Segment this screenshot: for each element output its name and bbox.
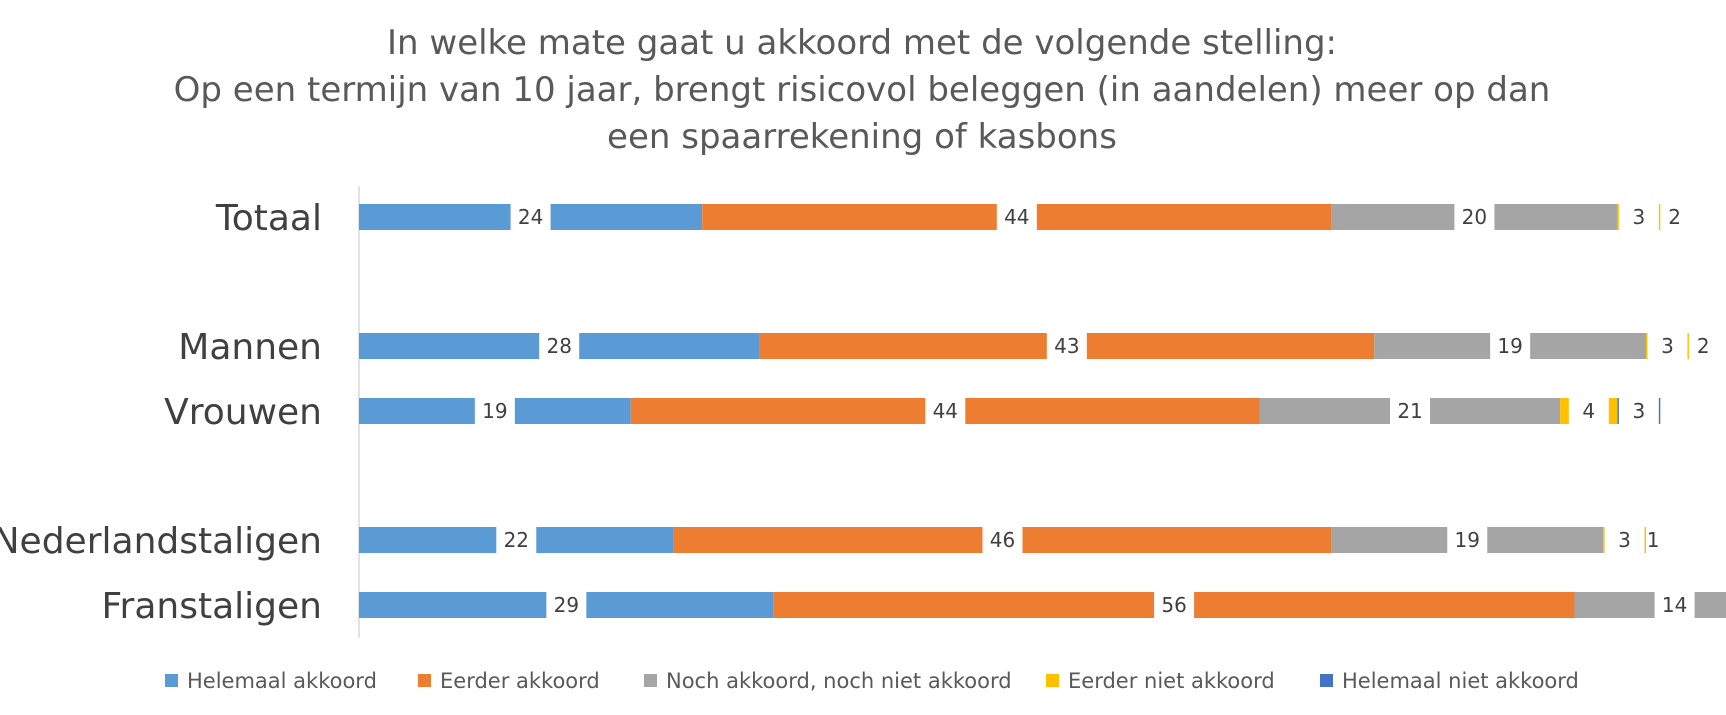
legend-swatch-4 bbox=[1046, 674, 1059, 687]
data-label-nederlandstaligen-series-3: 19 bbox=[1455, 528, 1480, 552]
bar-totaal-series-2 bbox=[702, 204, 997, 230]
bar-mannen-series-3 bbox=[1374, 333, 1491, 359]
bar-totaal-series-4-end bbox=[1658, 204, 1661, 230]
bar-totaal-series-1 bbox=[359, 204, 511, 230]
bar-mannen-series-1 bbox=[359, 333, 540, 359]
bar-totaal-series-1-end bbox=[550, 204, 703, 230]
bar-nederlandstaligen-series-2-end bbox=[1022, 527, 1332, 553]
legend-swatch-5 bbox=[1320, 674, 1333, 687]
bar-vrouwen-series-1 bbox=[359, 398, 475, 424]
data-label-mannen-series-5: 2 bbox=[1697, 334, 1710, 358]
data-label-vrouwen-series-2: 44 bbox=[933, 399, 958, 423]
bar-nederlandstaligen-series-4-end bbox=[1644, 527, 1646, 553]
data-label-vrouwen-series-5: 3 bbox=[1632, 399, 1645, 423]
bar-vrouwen-series-4-end bbox=[1608, 398, 1618, 424]
data-label-vrouwen-series-1: 19 bbox=[482, 399, 507, 423]
data-label-mannen-series-1: 28 bbox=[546, 334, 571, 358]
legend: Helemaal akkoord Eerder akkoord Noch akkoo… bbox=[165, 669, 1579, 693]
legend-swatch-3 bbox=[644, 674, 657, 687]
bar-totaal-series-4 bbox=[1617, 204, 1619, 230]
legend-label-2: Eerder akkoord bbox=[440, 669, 600, 693]
category-label-franstaligen: Franstaligen bbox=[101, 586, 322, 627]
data-label-totaal-series-1: 24 bbox=[518, 205, 543, 229]
data-label-mannen-series-3: 19 bbox=[1497, 334, 1522, 358]
data-label-franstaligen-series-3: 14 bbox=[1662, 593, 1687, 617]
bar-franstaligen-series-3 bbox=[1574, 592, 1655, 618]
bar-vrouwen-series-2-end bbox=[965, 398, 1260, 424]
bar-nederlandstaligen-series-2 bbox=[673, 527, 983, 553]
bar-franstaligen-series-2-end bbox=[1194, 592, 1575, 618]
data-label-nederlandstaligen-series-4: 3 bbox=[1618, 528, 1631, 552]
category-label-mannen: Mannen bbox=[178, 327, 322, 368]
data-label-totaal-series-4: 3 bbox=[1632, 205, 1645, 229]
data-label-nederlandstaligen-series-2: 46 bbox=[990, 528, 1015, 552]
legend-label-5: Helemaal niet akkoord bbox=[1342, 669, 1579, 693]
chart-title-line-3: een spaarrekening of kasbons bbox=[607, 117, 1117, 157]
bars bbox=[359, 204, 1726, 618]
legend-label-4: Eerder niet akkoord bbox=[1068, 669, 1275, 693]
bar-mannen-series-4-end bbox=[1687, 333, 1689, 359]
bar-totaal-series-2-end bbox=[1036, 204, 1332, 230]
data-label-vrouwen-series-3: 21 bbox=[1397, 399, 1422, 423]
category-label-nederlandstaligen: Nederlandstaligen bbox=[0, 521, 322, 562]
bar-franstaligen-series-3-end bbox=[1694, 592, 1726, 618]
legend-label-3: Noch akkoord, noch niet akkoord bbox=[666, 669, 1012, 693]
data-label-vrouwen-series-4: 4 bbox=[1582, 399, 1595, 423]
bar-vrouwen-series-5 bbox=[1617, 398, 1619, 424]
bar-mannen-series-2 bbox=[759, 333, 1047, 359]
bar-mannen-series-2-end bbox=[1086, 333, 1375, 359]
bar-vrouwen-series-4 bbox=[1560, 398, 1569, 424]
bar-vrouwen-series-1-end bbox=[514, 398, 631, 424]
legend-swatch-1 bbox=[165, 674, 178, 687]
bar-totaal-series-3 bbox=[1331, 204, 1455, 230]
legend-swatch-2 bbox=[418, 674, 431, 687]
bar-franstaligen-series-2 bbox=[773, 592, 1155, 618]
bar-nederlandstaligen-series-1-end bbox=[536, 527, 674, 553]
bar-franstaligen-series-1-end bbox=[586, 592, 774, 618]
data-label-totaal-series-3: 20 bbox=[1462, 205, 1487, 229]
bar-nederlandstaligen-series-3-end bbox=[1487, 527, 1604, 553]
chart-title-line-2: Op een termijn van 10 jaar, brengt risic… bbox=[174, 70, 1551, 110]
bar-vrouwen-series-2 bbox=[630, 398, 926, 424]
data-labels: 2444203228431932194421432246193129561420 bbox=[482, 205, 1710, 617]
bar-nederlandstaligen-series-3 bbox=[1331, 527, 1448, 553]
bar-mannen-series-1-end bbox=[579, 333, 760, 359]
data-label-franstaligen-series-2: 56 bbox=[1161, 593, 1186, 617]
category-label-vrouwen: Vrouwen bbox=[164, 392, 322, 433]
data-label-nederlandstaligen-series-5: 1 bbox=[1647, 528, 1660, 552]
bar-vrouwen-series-5-end bbox=[1658, 398, 1661, 424]
bar-vrouwen-series-3 bbox=[1259, 398, 1391, 424]
legend-label-1: Helemaal akkoord bbox=[187, 669, 377, 693]
bar-mannen-series-4 bbox=[1646, 333, 1648, 359]
category-labels: Totaal Mannen Vrouwen Nederlandstaligen Fran… bbox=[0, 198, 322, 627]
bar-nederlandstaligen-series-4 bbox=[1603, 527, 1605, 553]
data-label-mannen-series-4: 3 bbox=[1661, 334, 1674, 358]
data-label-totaal-series-5: 2 bbox=[1668, 205, 1681, 229]
bar-nederlandstaligen-series-1 bbox=[359, 527, 497, 553]
chart-title-line-1: In welke mate gaat u akkoord met de volg… bbox=[387, 23, 1337, 63]
chart-title: In welke mate gaat u akkoord met de volg… bbox=[174, 23, 1551, 157]
data-label-totaal-series-2: 44 bbox=[1004, 205, 1029, 229]
bar-franstaligen-series-1 bbox=[359, 592, 547, 618]
data-label-mannen-series-2: 43 bbox=[1054, 334, 1079, 358]
bar-mannen-series-3-end bbox=[1530, 333, 1646, 359]
category-label-totaal: Totaal bbox=[215, 198, 322, 239]
bar-vrouwen-series-3-end bbox=[1430, 398, 1561, 424]
data-label-nederlandstaligen-series-1: 22 bbox=[504, 528, 529, 552]
bar-totaal-series-3-end bbox=[1494, 204, 1618, 230]
data-label-franstaligen-series-1: 29 bbox=[554, 593, 579, 617]
